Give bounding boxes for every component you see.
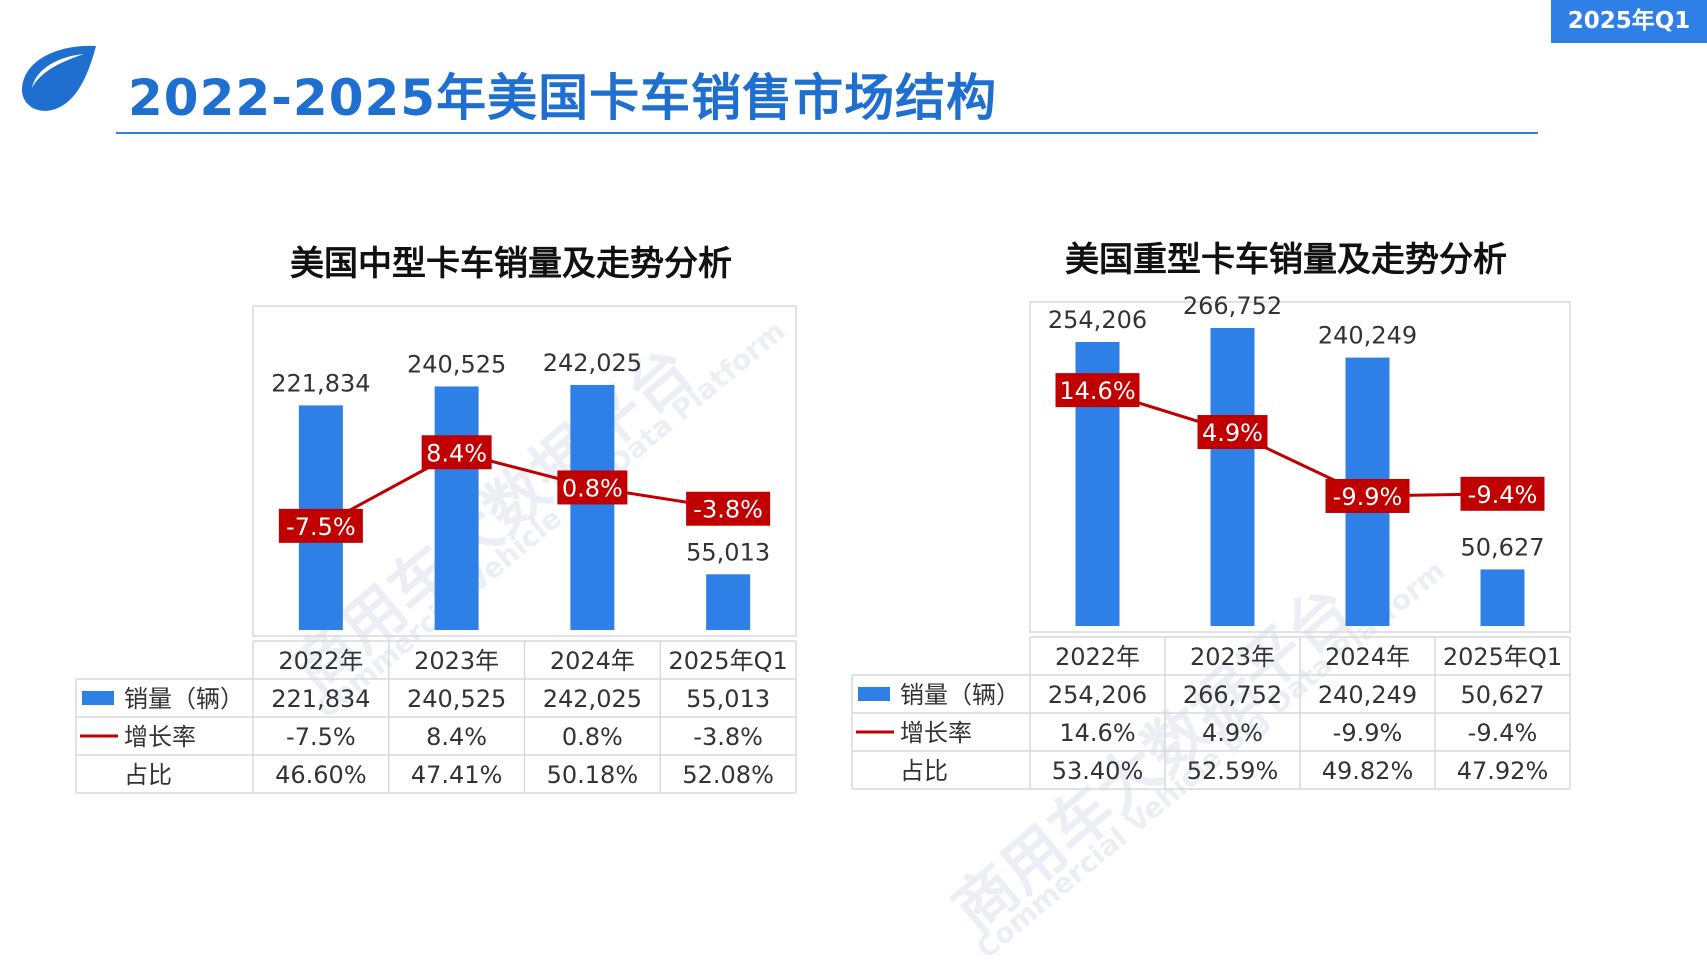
growth-rate-label: 0.8%: [562, 474, 623, 502]
legend-bar-icon: [82, 691, 114, 705]
category-label: 2022年: [278, 647, 363, 675]
growth-rate-label: -7.5%: [286, 513, 356, 541]
chart-title-heavy: 美国重型卡车销量及走势分析: [1065, 240, 1507, 280]
table-row-label: 占比: [124, 761, 172, 789]
growth-rate-label-box: [1325, 478, 1410, 513]
bar: [434, 386, 479, 630]
table-cell: -9.4%: [1468, 719, 1538, 747]
table-row-label: 占比: [900, 757, 948, 785]
growth-rate-label-box: [1055, 373, 1140, 408]
bar: [706, 574, 751, 630]
growth-rate-label: -9.4%: [1468, 481, 1538, 509]
table-cell: -7.5%: [286, 723, 356, 751]
category-label: 2023年: [414, 647, 499, 675]
table-cell: 221,834: [271, 685, 370, 713]
bar-value-label: 50,627: [1461, 533, 1545, 561]
table-cell: 52.08%: [682, 761, 774, 789]
table-cell: 254,206: [1048, 681, 1147, 709]
table-cell: 240,525: [407, 685, 506, 713]
table-cell: 50.18%: [547, 761, 639, 789]
growth-rate-label: -9.9%: [1333, 483, 1403, 511]
table-row-label: 销量（辆）: [124, 685, 244, 713]
title-divider: [116, 132, 1538, 134]
table-cell: 8.4%: [426, 723, 487, 751]
table-cell: -9.9%: [1333, 719, 1403, 747]
bar: [1480, 569, 1525, 626]
category-label: 2024年: [1325, 643, 1410, 671]
bar: [1210, 327, 1255, 626]
growth-rate-label-box: [557, 470, 628, 505]
table-cell: 55,013: [686, 685, 770, 713]
plot-area-frame: [252, 305, 797, 637]
table-row-label: 销量（辆）: [900, 681, 1020, 709]
growth-rate-line: [1097, 388, 1503, 498]
table-cell: 14.6%: [1059, 719, 1135, 747]
category-label: 2024年: [550, 647, 635, 675]
table-cell: 4.9%: [1202, 719, 1263, 747]
bar-value-label: 55,013: [686, 538, 770, 566]
table-cell: 46.60%: [275, 761, 367, 789]
growth-rate-label-box: [1460, 476, 1545, 511]
table-row-label: 增长率: [900, 719, 972, 747]
growth-rate-label: 8.4%: [426, 439, 487, 467]
bar-value-label: 240,249: [1318, 322, 1417, 350]
page-title: 2022-2025年美国卡车销售市场结构: [128, 69, 998, 127]
growth-rate-label-box: [278, 508, 363, 543]
table-cell: 53.40%: [1052, 757, 1144, 785]
growth-rate-label: -3.8%: [693, 496, 763, 524]
growth-rate-label: 14.6%: [1059, 377, 1135, 405]
bar: [570, 384, 615, 630]
table-cell: 240,249: [1318, 681, 1417, 709]
table-row-label: 增长率: [124, 723, 196, 751]
table-cell: 266,752: [1183, 681, 1282, 709]
bar-value-label: 242,025: [543, 349, 642, 377]
bar-value-label: 266,752: [1183, 292, 1282, 320]
company-logo-icon: [21, 45, 96, 111]
table-cell: 50,627: [1461, 681, 1545, 709]
category-label: 2022年: [1055, 643, 1140, 671]
category-label: 2023年: [1190, 643, 1275, 671]
bar-value-label: 254,206: [1048, 306, 1147, 334]
table-cell: 242,025: [543, 685, 642, 713]
category-label: 2025年Q1: [669, 647, 788, 675]
growth-rate-label: 4.9%: [1202, 419, 1263, 447]
growth-rate-label-box: [1197, 415, 1268, 450]
table-cell: -3.8%: [693, 723, 763, 751]
growth-rate-label-box: [686, 491, 771, 526]
growth-rate-line: [320, 450, 729, 528]
legend-bar-icon: [858, 687, 890, 701]
table-cell: 0.8%: [562, 723, 623, 751]
bar-value-label: 240,525: [407, 350, 506, 378]
plot-area-frame: [1029, 301, 1571, 633]
table-cell: 47.92%: [1457, 757, 1549, 785]
table-cell: 47.41%: [411, 761, 503, 789]
bar-value-label: 221,834: [271, 369, 370, 397]
category-label: 2025年Q1: [1443, 643, 1562, 671]
growth-rate-label-box: [421, 435, 492, 470]
chart-title-medium: 美国中型卡车销量及走势分析: [290, 244, 732, 284]
period-badge: 2025年Q1: [1551, 0, 1707, 43]
table-cell: 52.59%: [1187, 757, 1279, 785]
table-cell: 49.82%: [1322, 757, 1414, 785]
